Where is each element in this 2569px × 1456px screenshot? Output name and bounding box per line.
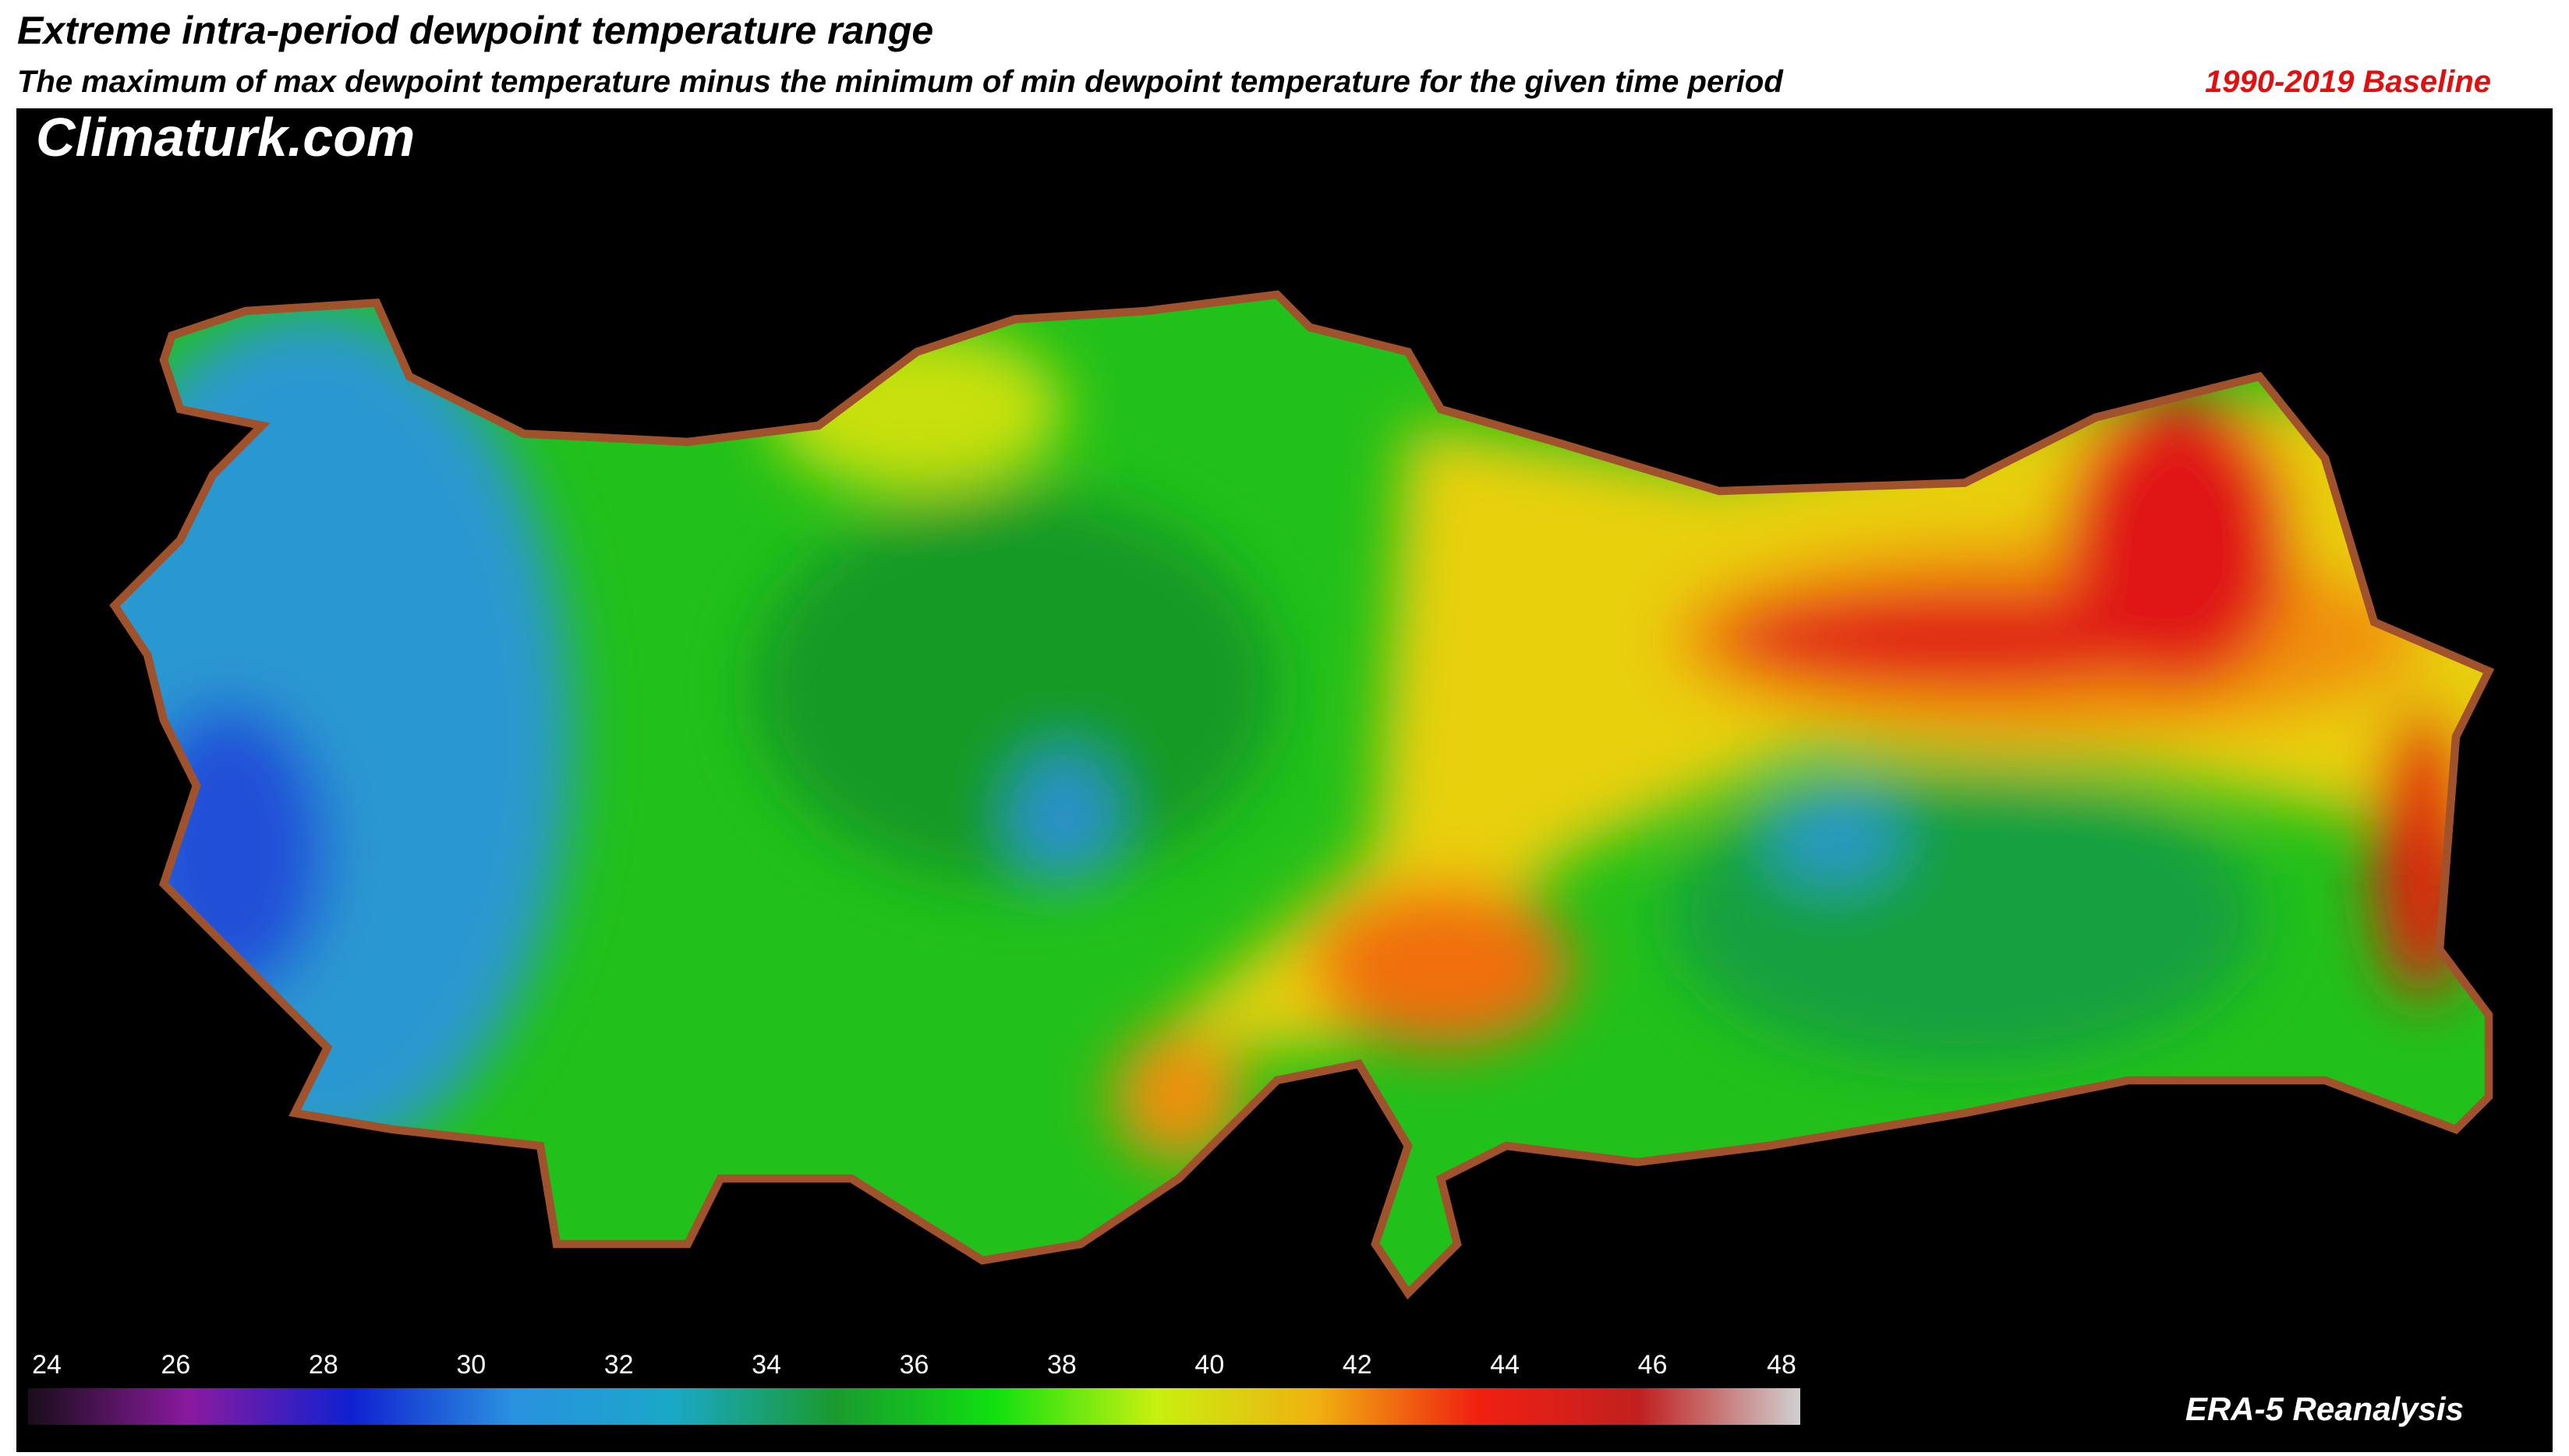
colorbar-tick-label: 40 bbox=[1194, 1350, 1224, 1380]
baseline-label: 1990-2019 Baseline bbox=[2205, 65, 2491, 99]
title: Extreme intra-period dewpoint temperatur… bbox=[17, 9, 933, 52]
colorbar-tick-label: 42 bbox=[1343, 1350, 1372, 1380]
colorbar-tick-label: 30 bbox=[456, 1350, 486, 1380]
colorbar-tick-label: 36 bbox=[900, 1350, 929, 1380]
source-label: ERA-5 Reanalysis bbox=[2185, 1391, 2464, 1427]
colorbar-tick-label: 26 bbox=[161, 1350, 191, 1380]
colorbar-tick-label: 44 bbox=[1490, 1350, 1520, 1380]
colorbar bbox=[28, 1388, 1800, 1425]
colorbar-tick-label: 24 bbox=[32, 1350, 62, 1380]
watermark: Climaturk.com bbox=[36, 107, 415, 168]
colorbar-tick-label: 38 bbox=[1047, 1350, 1077, 1380]
colorbar-tick-label: 34 bbox=[752, 1350, 781, 1380]
colorbar-tick-label: 48 bbox=[1767, 1350, 1796, 1380]
colorbar-tick-label: 32 bbox=[604, 1350, 634, 1380]
colorbar-tick-label: 28 bbox=[309, 1350, 338, 1380]
subtitle: The maximum of max dewpoint temperature … bbox=[17, 65, 1784, 99]
colorbar-tick-label: 46 bbox=[1638, 1350, 1668, 1380]
